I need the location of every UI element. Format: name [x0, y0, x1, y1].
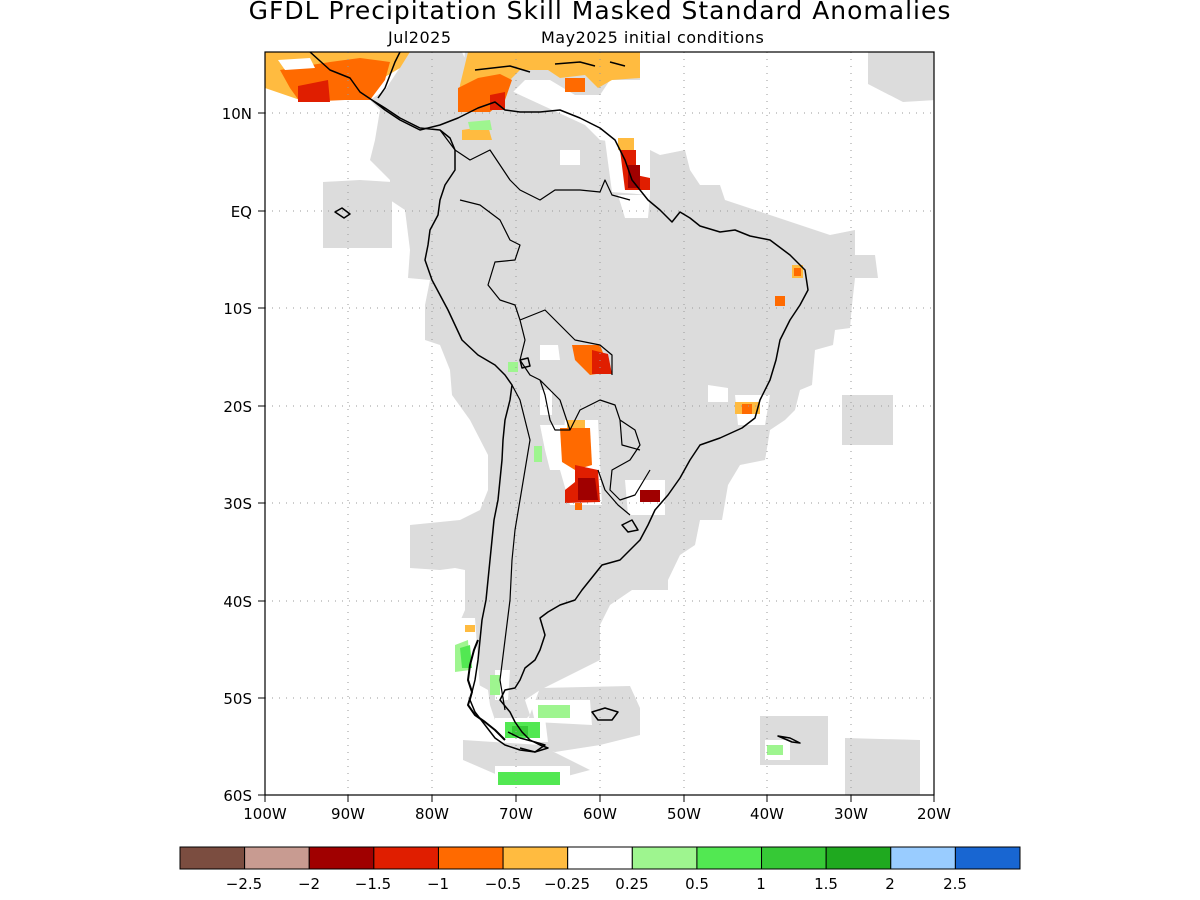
anomaly-patch [742, 404, 752, 414]
masked-region-south-atlantic [842, 395, 893, 445]
anomaly-patch [618, 195, 650, 218]
colorbar-swatch [890, 846, 956, 870]
anomaly-patch [800, 398, 815, 412]
latitude-labels: 10N EQ 10S 20S 30S 40S 50S 60S [222, 105, 252, 805]
colorbar-swatch [631, 846, 698, 870]
colorbar-swatch [567, 846, 633, 870]
anomaly-patch [565, 78, 585, 92]
colorbar-swatch [437, 846, 504, 870]
colorbar-labels: −2.5 −2 −1.5 −1 −0.5 −0.25 0.25 0.5 1 1.… [226, 875, 967, 893]
map-plot-area [265, 52, 934, 795]
coastline-rio-plata [621, 519, 639, 533]
coastline-south-georgia [777, 735, 801, 744]
anomaly-patch [767, 745, 783, 755]
coastline-galapagos [334, 207, 351, 219]
anomaly-patch [490, 675, 500, 695]
colorbar-swatch [308, 846, 375, 870]
init-conditions-label: May2025 initial conditions [541, 28, 765, 47]
colorbar-swatch [825, 846, 892, 870]
masked-region-atlantic-ne [868, 52, 934, 102]
lat-label: 20S [223, 398, 252, 416]
colorbar-swatch [373, 846, 439, 870]
masked-region-far-south [845, 738, 920, 795]
coastline-central-america [309, 52, 401, 101]
chart-title: GFDL Precipitation Skill Masked Standard… [248, 0, 952, 25]
anomaly-patch [498, 772, 560, 785]
lon-label: 50W [667, 805, 701, 823]
masked-region-galapagos [323, 180, 392, 248]
anomaly-patch [468, 120, 492, 130]
colorbar-label: 0.25 [615, 875, 648, 893]
coastline-falklands [591, 707, 619, 721]
colorbar-swatch [179, 846, 246, 870]
coastline-patagonia-fjords [467, 639, 506, 741]
colorbar-label: 0.5 [685, 875, 709, 893]
anomaly-patch [278, 58, 315, 70]
anomaly-patch [460, 645, 472, 668]
lat-label: 30S [223, 495, 252, 513]
lon-label: 30W [834, 805, 868, 823]
country-borders [439, 129, 651, 711]
colorbar-label: −2.5 [226, 875, 262, 893]
lat-label: 40S [223, 593, 252, 611]
lon-label: 90W [331, 805, 365, 823]
anomaly-patch [592, 350, 612, 374]
colorbar-swatch [696, 846, 763, 870]
lon-label: 40W [750, 805, 784, 823]
colorbar-swatch [761, 846, 827, 870]
colorbar-label: 2.5 [943, 875, 967, 893]
valid-month-label: Jul2025 [388, 28, 452, 47]
anomaly-patch [775, 296, 785, 306]
colorbar-label: −1.5 [355, 875, 391, 893]
colorbar-label: 1 [756, 875, 766, 893]
colorbar-swatch [244, 846, 310, 870]
anomaly-patch [465, 625, 475, 632]
longitude-labels: 100W 90W 80W 70W 60W 50W 40W 30W 20W [243, 805, 951, 823]
axis-ticks [258, 112, 935, 802]
lon-label: 80W [415, 805, 449, 823]
anomaly-patch [618, 138, 634, 150]
lon-label: 60W [583, 805, 617, 823]
colorbar-label: −2 [298, 875, 320, 893]
lat-label: 50S [223, 690, 252, 708]
colorbar [179, 846, 1021, 870]
anomaly-patch [490, 92, 505, 110]
lon-label: 100W [243, 805, 287, 823]
lon-label: 20W [917, 805, 951, 823]
lat-label: EQ [231, 203, 252, 221]
anomaly-patch [708, 385, 728, 402]
anomaly-patch [640, 490, 660, 502]
coastline-south-america [371, 99, 809, 753]
colorbar-swatch [502, 846, 569, 870]
masked-region-mainland [370, 52, 878, 730]
colorbar-label: 1.5 [814, 875, 838, 893]
colorbar-label: −1 [427, 875, 449, 893]
colorbar-label: −0.5 [485, 875, 521, 893]
anomaly-patch [575, 503, 582, 510]
coastline-tierra-del-fuego [507, 731, 546, 753]
anomaly-patch [560, 428, 592, 470]
anomaly-patch [560, 150, 580, 165]
coastline-lake-titicaca [519, 357, 531, 369]
anomaly-patch [508, 362, 518, 372]
coastline-layer [309, 52, 809, 753]
colorbar-swatch [954, 846, 1021, 870]
colorbar-label: 2 [885, 875, 895, 893]
anomaly-patch [534, 446, 542, 462]
anomaly-patch [794, 268, 801, 276]
lat-label: 10N [222, 105, 252, 123]
anomaly-patch [628, 165, 640, 188]
anomaly-patch [298, 80, 330, 102]
coastline-caribbean-islands [474, 61, 626, 73]
anomaly-patch [578, 478, 598, 500]
lat-label: 60S [223, 787, 252, 805]
anomaly-patch [538, 705, 570, 718]
graticule [265, 52, 934, 795]
colorbar-label: −0.25 [544, 875, 590, 893]
lon-label: 70W [499, 805, 533, 823]
lat-label: 10S [223, 300, 252, 318]
anomaly-patch [540, 345, 560, 360]
